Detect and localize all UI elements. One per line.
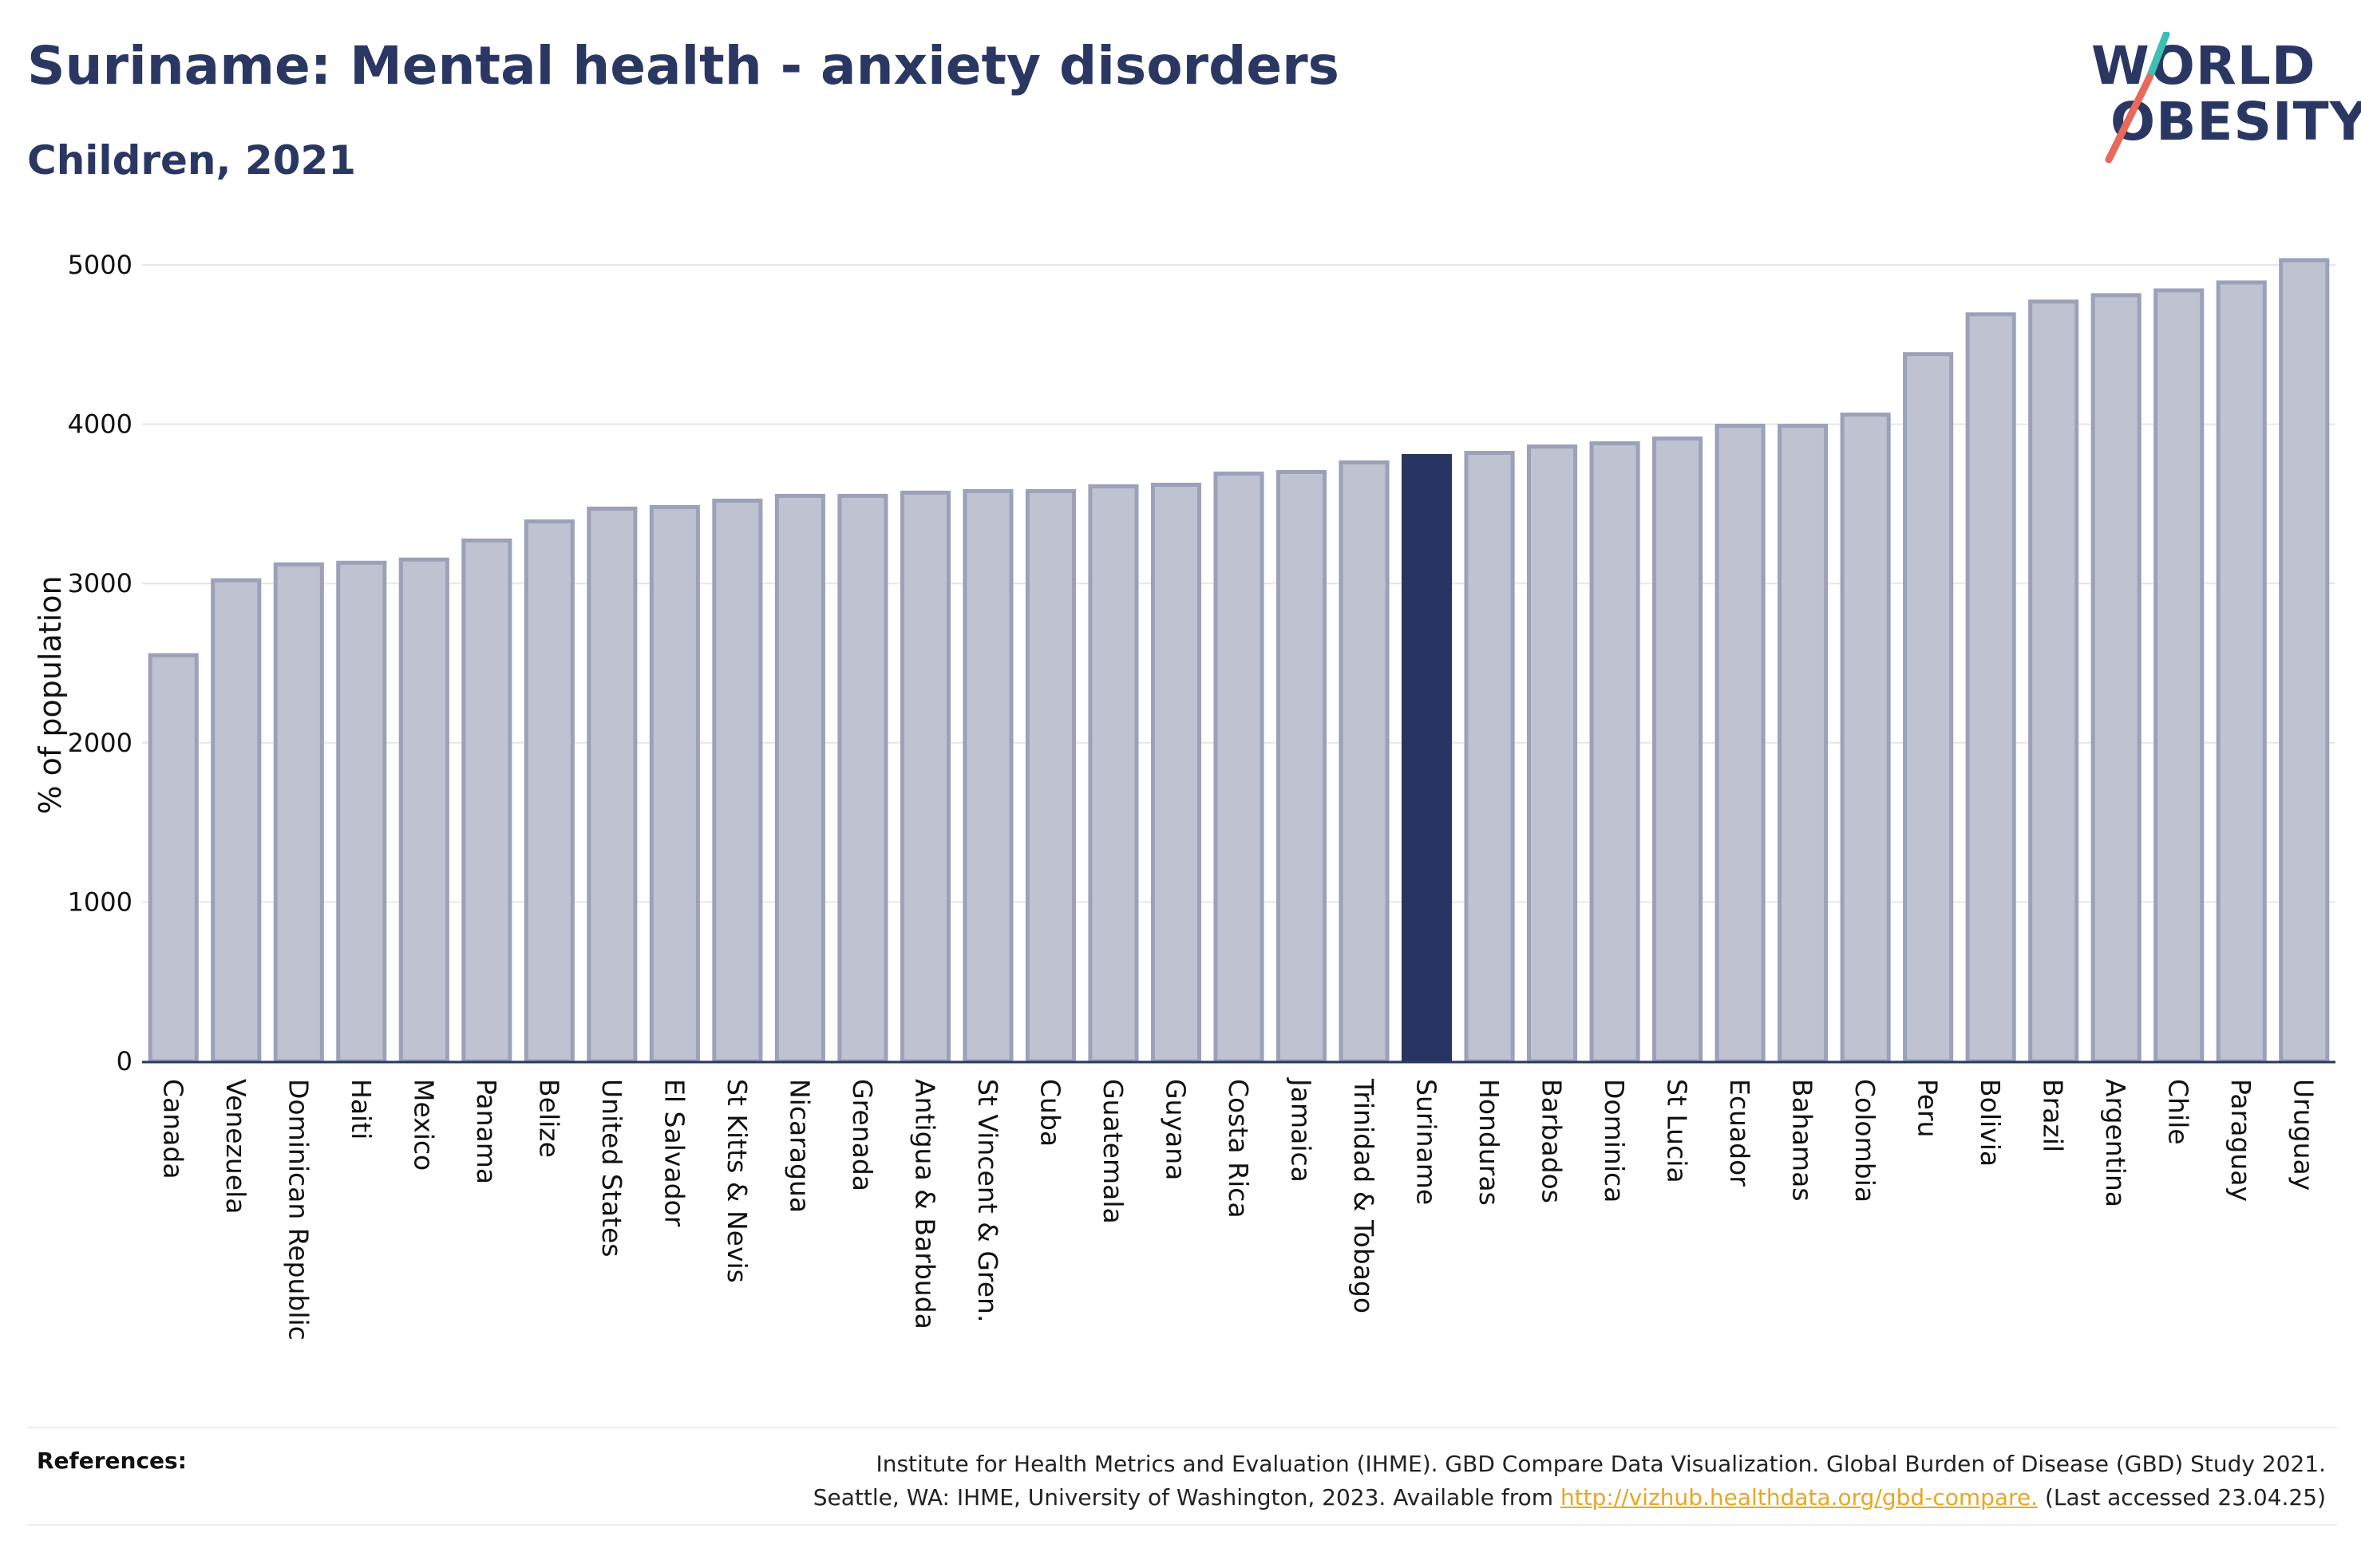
references-text: Institute for Health Metrics and Evaluat… — [813, 1448, 2326, 1515]
x-tick-label: Jamaica — [1286, 1077, 1317, 1183]
bar — [649, 504, 700, 1064]
x-tick-label: Suriname — [1411, 1079, 1442, 1205]
x-tick-label: St Kitts & Nevis — [722, 1079, 753, 1283]
logo-slash-icon — [2105, 32, 2170, 164]
y-tick-label: 1000 — [68, 887, 132, 917]
x-tick-label: Venezuela — [220, 1079, 251, 1214]
x-tick-label: Honduras — [1473, 1079, 1505, 1206]
x-tick-label: Costa Rica — [1223, 1079, 1254, 1218]
references-line-2-prefix: Seattle, WA: IHME, University of Washing… — [813, 1484, 1560, 1511]
y-axis-label: % of population — [33, 575, 68, 814]
x-tick-label: Cuba — [1034, 1079, 1066, 1147]
bar — [1339, 460, 1390, 1064]
references-label: References: — [37, 1448, 187, 1474]
references-link[interactable]: http://vizhub.healthdata.org/gbd-compare… — [1560, 1484, 2039, 1511]
bar — [273, 562, 324, 1064]
y-tick-label: 2000 — [68, 728, 132, 758]
bar — [336, 560, 387, 1064]
x-tick-label: Guyana — [1160, 1079, 1191, 1180]
x-tick-label: Brazil — [2038, 1079, 2069, 1152]
bar — [1589, 441, 1640, 1064]
x-tick-label: Argentina — [2100, 1079, 2131, 1207]
x-tick-label: Peru — [1912, 1079, 1944, 1138]
x-tick-label: St Lucia — [1662, 1079, 1693, 1183]
x-tick-label: El Salvador — [658, 1079, 690, 1227]
bar — [1778, 424, 1829, 1064]
bar — [900, 490, 951, 1064]
bar — [398, 557, 449, 1064]
bar — [1903, 352, 1954, 1064]
bar — [1652, 436, 1703, 1064]
x-tick-label: Antigua & Barbuda — [909, 1079, 940, 1329]
page-subtitle: Children, 2021 — [27, 137, 357, 184]
bar-chart: 0 1000 2000 3000 4000 5000 % of population Cana… — [33, 250, 2335, 1341]
bar — [1401, 454, 1453, 1064]
x-tick-label: St Vincent & Gren. — [972, 1079, 1003, 1322]
x-tick-label: Dominican Republic — [283, 1079, 314, 1341]
bar — [1150, 482, 1202, 1064]
x-tick-label: Bahamas — [1787, 1079, 1818, 1202]
x-tick-label: Ecuador — [1724, 1079, 1755, 1187]
x-tick-label: Barbados — [1536, 1079, 1568, 1203]
x-tick-label: Dominica — [1599, 1079, 1630, 1203]
references-divider-bottom — [27, 1524, 2337, 1526]
references-divider-top — [27, 1427, 2337, 1428]
bar — [148, 653, 199, 1064]
x-tick-label: Trinidad & Tobago — [1348, 1078, 1379, 1313]
bar — [524, 519, 575, 1064]
y-tick-label: 4000 — [68, 409, 132, 440]
bar — [1965, 312, 2016, 1064]
x-tick-label: Haiti — [346, 1079, 377, 1139]
y-tick-label: 5000 — [68, 250, 132, 280]
bar — [1213, 471, 1264, 1064]
x-tick-label: Belize — [533, 1079, 564, 1158]
x-tick-label: Panama — [471, 1079, 502, 1184]
bar — [712, 498, 763, 1064]
x-tick-label: Guatemala — [1097, 1079, 1129, 1224]
y-tick-label: 0 — [117, 1046, 132, 1076]
bar — [963, 488, 1014, 1064]
page-title: Suriname: Mental health - anxiety disord… — [27, 35, 1339, 97]
references-line-2: Seattle, WA: IHME, University of Washing… — [813, 1481, 2326, 1515]
bar — [461, 538, 512, 1064]
y-tick-label: 3000 — [68, 568, 132, 598]
bar — [587, 506, 638, 1064]
bar — [1088, 484, 1139, 1064]
x-tick-label: Mexico — [408, 1079, 439, 1171]
bar — [1527, 444, 1578, 1064]
x-tick-label: Colombia — [1849, 1079, 1880, 1203]
references-line-1: Institute for Health Metrics and Evaluat… — [876, 1451, 2326, 1477]
bar — [1275, 469, 1327, 1064]
world-obesity-logo: WORLD OBESITY — [2083, 32, 2361, 168]
x-tick-label: Paraguay — [2225, 1079, 2256, 1202]
x-tick-label: Uruguay — [2288, 1079, 2319, 1191]
bar — [1840, 413, 1891, 1064]
x-tick-label: United States — [596, 1079, 627, 1257]
logo-line-1: WORLD — [2091, 35, 2316, 97]
bar — [2279, 258, 2330, 1064]
bar — [1714, 424, 1766, 1064]
logo-line-2: OBESITY — [2110, 91, 2361, 152]
bar — [837, 493, 888, 1064]
bar — [774, 493, 825, 1064]
bar — [2153, 288, 2205, 1064]
references-line-2-suffix: (Last accessed 23.04.25) — [2038, 1484, 2326, 1511]
bar — [2028, 299, 2079, 1064]
x-tick-label: Nicaragua — [784, 1079, 815, 1213]
bar — [211, 578, 262, 1064]
bar — [2216, 280, 2267, 1064]
x-tick-label: Grenada — [847, 1079, 878, 1191]
x-tick-label: Canada — [157, 1079, 188, 1179]
x-tick-label: Chile — [2163, 1079, 2194, 1145]
bar — [2090, 293, 2142, 1064]
x-tick-label: Bolivia — [1975, 1079, 2006, 1167]
bar — [1464, 451, 1515, 1064]
bar — [1025, 488, 1077, 1064]
